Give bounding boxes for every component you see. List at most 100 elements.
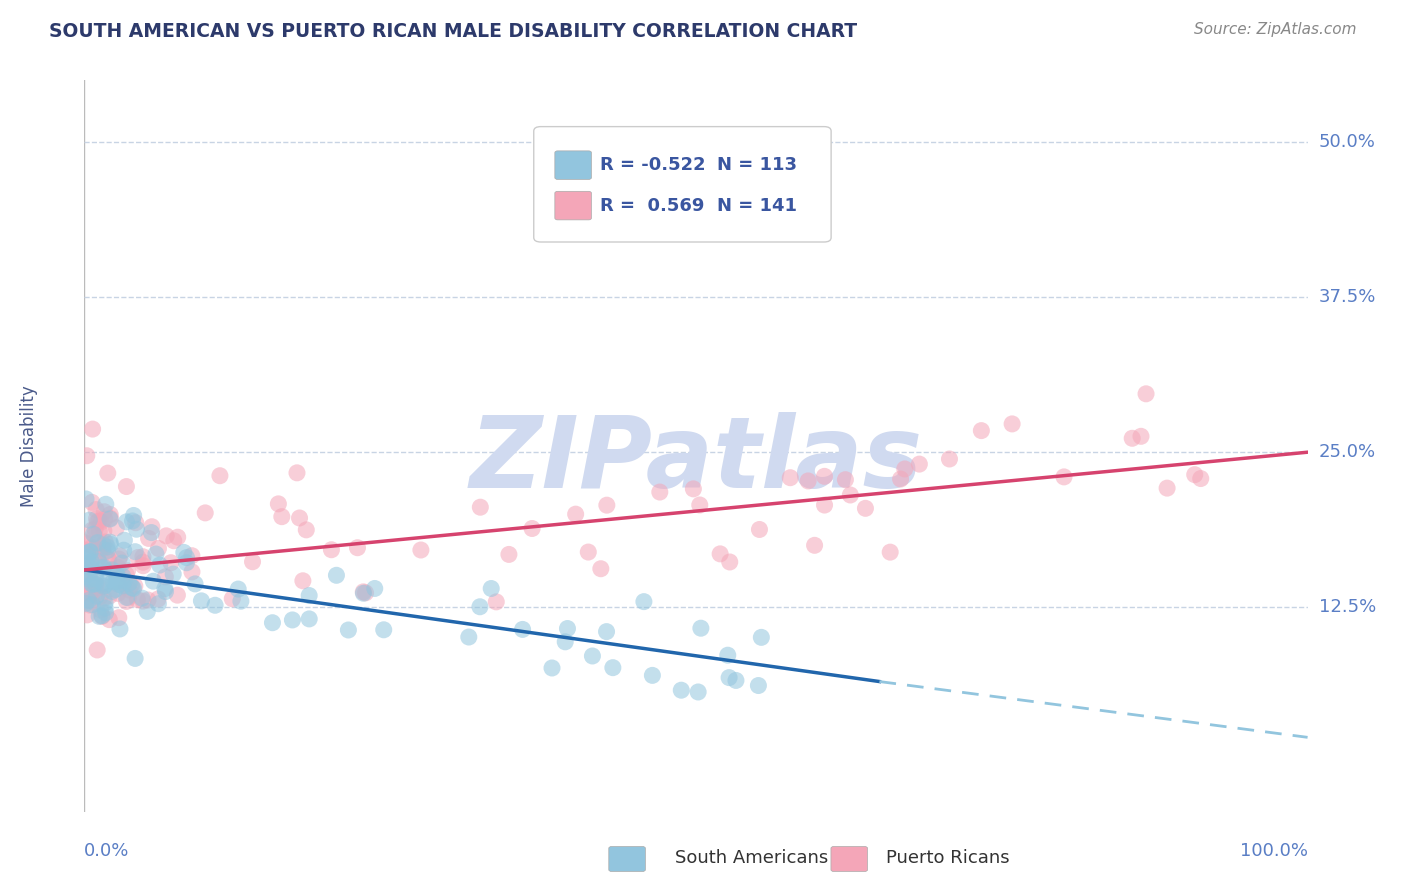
- Point: [155, 570, 177, 584]
- Point: [155, 529, 177, 543]
- Point: [115, 579, 138, 593]
- Point: [797, 474, 820, 488]
- Point: [813, 498, 835, 512]
- Point: [295, 523, 318, 537]
- Point: [288, 511, 311, 525]
- Point: [352, 586, 374, 600]
- Point: [682, 482, 704, 496]
- Point: [96, 543, 118, 558]
- Point: [155, 584, 177, 599]
- Point: [890, 472, 912, 486]
- Point: [98, 508, 121, 522]
- Point: [127, 550, 149, 565]
- Point: [470, 500, 492, 515]
- Point: [176, 556, 198, 570]
- Point: [91, 541, 114, 556]
- Point: [93, 512, 115, 526]
- Point: [115, 591, 138, 605]
- Text: South Americans: South Americans: [675, 849, 828, 867]
- Point: [554, 635, 576, 649]
- Point: [104, 574, 127, 588]
- Point: [602, 661, 624, 675]
- Point: [813, 469, 835, 483]
- Point: [76, 550, 98, 565]
- Point: [111, 569, 134, 583]
- Text: Male Disability: Male Disability: [20, 385, 38, 507]
- Point: [163, 533, 186, 548]
- Point: [803, 538, 825, 552]
- Point: [79, 545, 101, 559]
- Point: [76, 546, 98, 560]
- Point: [121, 514, 143, 528]
- Point: [115, 515, 138, 529]
- Point: [80, 555, 103, 569]
- Text: R =  0.569: R = 0.569: [600, 196, 704, 215]
- Point: [87, 545, 110, 559]
- Point: [595, 624, 617, 639]
- Point: [75, 569, 97, 583]
- Point: [84, 542, 107, 557]
- Point: [82, 422, 104, 436]
- Point: [82, 577, 104, 591]
- Point: [77, 593, 100, 607]
- Point: [80, 594, 103, 608]
- Point: [79, 573, 101, 587]
- Point: [1135, 386, 1157, 401]
- Point: [80, 555, 103, 569]
- Point: [101, 584, 124, 599]
- Point: [87, 555, 110, 569]
- Point: [84, 577, 107, 591]
- Point: [105, 574, 128, 589]
- Point: [89, 524, 111, 539]
- Point: [112, 543, 135, 558]
- Point: [91, 609, 114, 624]
- Point: [166, 588, 188, 602]
- Point: [105, 521, 128, 535]
- Point: [173, 545, 195, 559]
- Point: [180, 549, 202, 563]
- Point: [94, 596, 117, 610]
- Point: [86, 535, 108, 549]
- Point: [468, 599, 491, 614]
- Point: [84, 572, 107, 586]
- Point: [75, 491, 97, 506]
- Point: [84, 502, 107, 516]
- Point: [96, 540, 118, 554]
- Text: 37.5%: 37.5%: [1319, 288, 1376, 306]
- Point: [94, 497, 117, 511]
- Point: [94, 601, 117, 615]
- Point: [79, 561, 101, 575]
- Point: [83, 527, 105, 541]
- Point: [148, 597, 170, 611]
- Point: [671, 683, 693, 698]
- Text: 12.5%: 12.5%: [1319, 599, 1376, 616]
- Point: [221, 591, 243, 606]
- Point: [82, 540, 104, 554]
- Point: [226, 582, 249, 596]
- Point: [97, 466, 120, 480]
- Text: Source: ZipAtlas.com: Source: ZipAtlas.com: [1194, 22, 1357, 37]
- Point: [122, 582, 145, 596]
- Point: [84, 582, 107, 597]
- Point: [115, 479, 138, 493]
- Point: [138, 532, 160, 546]
- Point: [409, 543, 432, 558]
- Point: [86, 515, 108, 529]
- Point: [153, 582, 176, 596]
- Point: [325, 568, 347, 582]
- Point: [91, 608, 114, 623]
- Point: [718, 555, 741, 569]
- Point: [84, 522, 107, 536]
- Point: [76, 586, 98, 600]
- Point: [146, 592, 169, 607]
- Point: [118, 582, 141, 597]
- Point: [108, 577, 131, 591]
- Point: [136, 604, 159, 618]
- Point: [270, 509, 292, 524]
- Point: [132, 549, 155, 564]
- Point: [1130, 429, 1153, 443]
- Point: [75, 536, 97, 550]
- Point: [86, 643, 108, 657]
- Point: [718, 671, 741, 685]
- Point: [83, 528, 105, 542]
